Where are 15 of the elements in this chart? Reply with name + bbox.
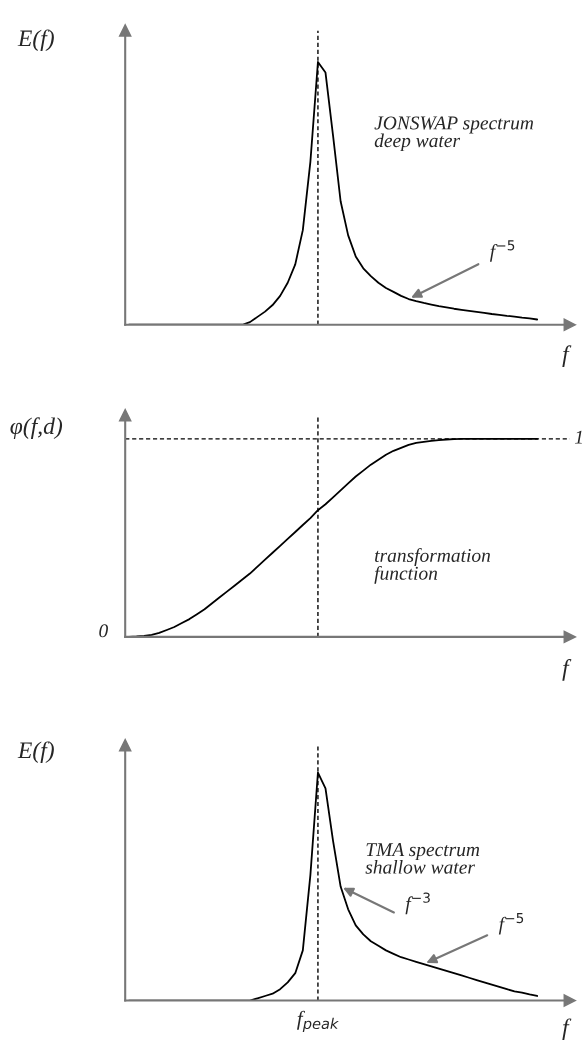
annotation: f$^{−3}$ [405, 892, 430, 915]
annotation: transformation function [374, 548, 491, 584]
y-axis-title: φ(f,d) [10, 417, 63, 439]
x-axis-title: f [562, 1018, 572, 1041]
text: 1 [574, 430, 582, 444]
text: f$_{peak}$ [297, 1010, 339, 1032]
annotation: f$^{−5}$ [498, 913, 524, 935]
y-axis-title: E(f) [17, 741, 54, 764]
annotation: f$^{−5}$ [489, 240, 515, 262]
x-axis-title: f [562, 659, 572, 681]
annotation: TMA spectrum shallow water [365, 843, 480, 874]
annotation: JONSWAP spectrum deep water [374, 116, 534, 152]
text: 0 [99, 624, 108, 638]
y-axis-title: E(f) [17, 29, 54, 52]
x-axis-title: f [562, 345, 572, 368]
